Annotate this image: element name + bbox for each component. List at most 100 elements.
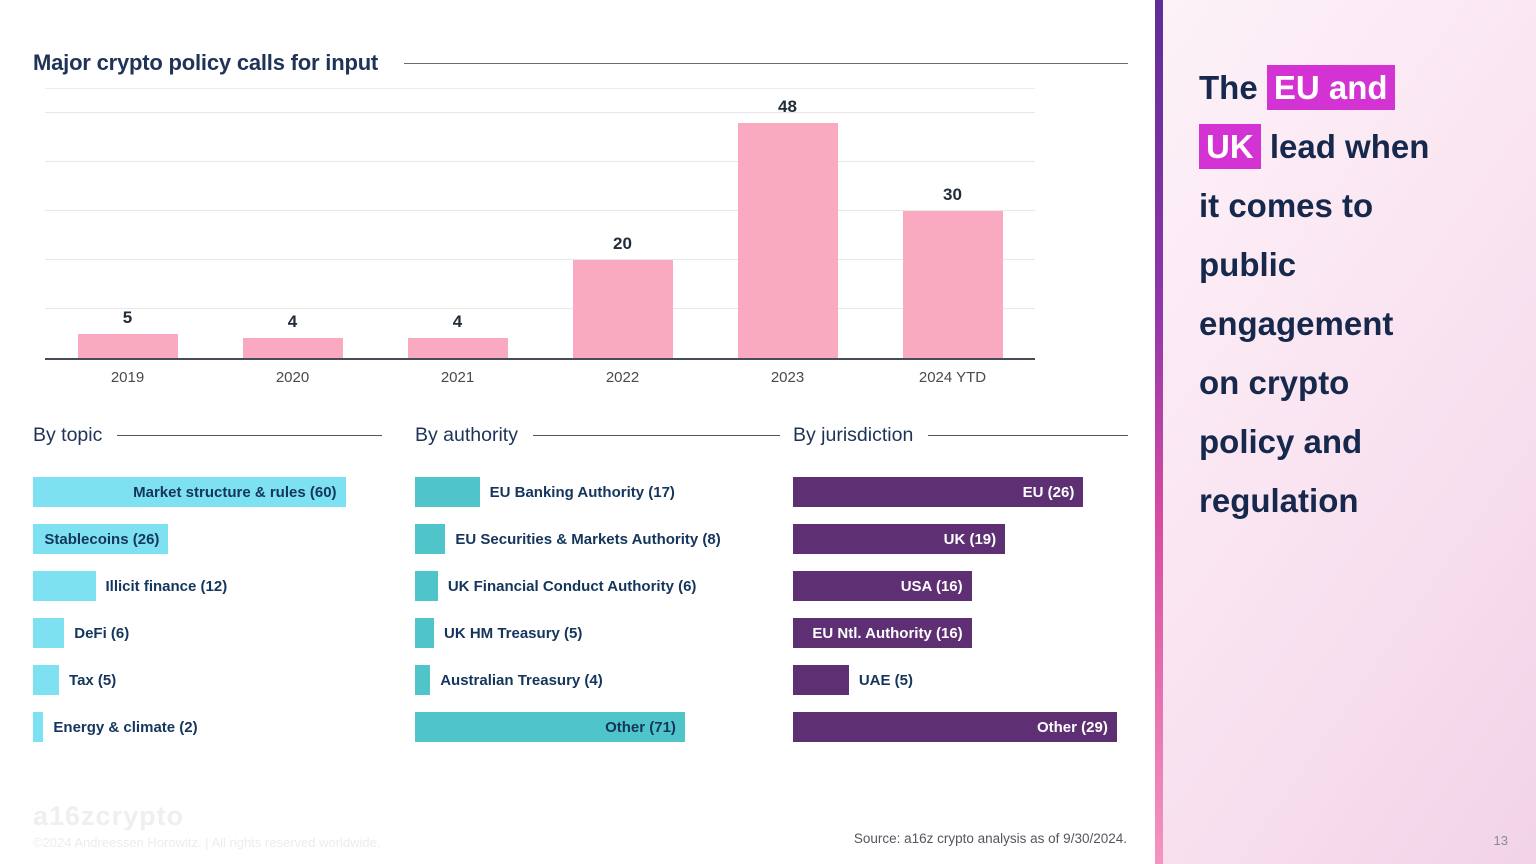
bar-value-label: 5: [122, 307, 133, 327]
bar-label: EU (26): [1022, 483, 1075, 501]
bar-label: UK Financial Conduct Authority (6): [447, 577, 697, 595]
bar-label: DeFi (6): [74, 624, 130, 642]
headline-text: regulation: [1199, 482, 1359, 519]
by-authority-chart: By authority EU Banking Authority (17) EU…: [415, 424, 780, 759]
headline-text: on crypto: [1199, 364, 1350, 401]
bar-label: EU Securities & Markets Authority (8): [455, 530, 721, 548]
by-authority-header: By authority: [415, 424, 780, 447]
bar-chart-category-axis: 2019 2020 2021 2022 2023 2024 YTD: [45, 369, 1035, 386]
bar-label: Market structure & rules (60): [133, 483, 337, 501]
bar-row: EU Banking Authority (17): [415, 477, 780, 507]
bar-label: Tax (5): [69, 671, 117, 689]
category-label: 2021: [440, 369, 475, 386]
bar: [415, 665, 431, 695]
category-label: 2023: [770, 369, 805, 386]
bar: Other (71): [415, 712, 685, 742]
gridline: [45, 112, 1035, 113]
headline-line: engagement: [1199, 294, 1500, 353]
bar-row: DeFi (6): [33, 618, 382, 648]
category-label: 2022: [605, 369, 640, 386]
bar: [33, 665, 60, 695]
bar-value-label: 48: [778, 96, 797, 116]
bar-row: Australian Treasury (4): [415, 665, 780, 695]
by-topic-header: By topic: [33, 424, 382, 447]
bar: [415, 524, 446, 554]
bar: Stablecoins (26): [33, 524, 169, 554]
by-jurisdiction-title: By jurisdiction: [793, 424, 914, 446]
by-jurisdiction-header: By jurisdiction: [793, 424, 1128, 447]
gridline: [45, 308, 1035, 309]
bar-label: Energy & climate (2): [53, 718, 198, 736]
bar: [242, 338, 343, 358]
bar: [407, 338, 508, 358]
page-number: 13: [1493, 833, 1508, 848]
gridline: [45, 259, 1035, 260]
bar-value-label: 30: [943, 185, 962, 204]
bar-slot: 4: [210, 89, 375, 358]
bar-value-label: 4: [452, 312, 463, 332]
header-rule: [532, 435, 780, 436]
bar-value-label: 20: [613, 234, 632, 253]
header-rule: [928, 435, 1128, 436]
watermark: a16zcrypto ©2024 Andreessen Horowitz. | …: [33, 801, 381, 850]
bar: [33, 571, 96, 601]
by-topic-bars: Market structure & rules (60) Stablecoins…: [33, 477, 382, 742]
headline-text: The: [1199, 69, 1267, 106]
bar-row: Other (29): [793, 712, 1128, 742]
headline-text: lead when: [1260, 128, 1430, 165]
bar-slot: 48: [705, 89, 870, 358]
highlighted-text: UK: [1199, 124, 1261, 169]
bar-label: Stablecoins (26): [44, 530, 160, 548]
category-label: 2020: [275, 369, 310, 386]
bar-slot: 20: [540, 89, 705, 358]
headline-text: it comes to: [1199, 187, 1374, 224]
headline-line: public: [1199, 235, 1500, 294]
bar-row: UK (19): [793, 524, 1128, 554]
highlighted-text: EU and: [1266, 65, 1395, 110]
bar-value-label: 4: [287, 312, 298, 332]
bar-row: EU Securities & Markets Authority (8): [415, 524, 780, 554]
bar-row: EU (26): [793, 477, 1128, 507]
bar: [77, 333, 178, 358]
bar-row: Energy & climate (2): [33, 712, 382, 742]
bar-slot: 30: [870, 89, 1035, 358]
policy-calls-bar-chart: 5 4 4 20 48 30 2019 2020 2021 2022 2023 2024 YTD: [45, 88, 1035, 386]
bar: EU Ntl. Authority (16): [793, 618, 972, 648]
headline-line: UK lead when: [1199, 117, 1500, 176]
page-title: Major crypto policy calls for input: [33, 50, 379, 75]
gridline: [45, 210, 1035, 211]
bar: EU (26): [793, 477, 1084, 507]
bar: [793, 665, 849, 695]
bar: UK (19): [793, 524, 1006, 554]
headline-text: engagement: [1199, 305, 1394, 342]
bar-label: Australian Treasury (4): [440, 671, 603, 689]
headline-line: it comes to: [1199, 176, 1500, 235]
bar: [33, 618, 65, 648]
main-content: Major crypto policy calls for input 5 4 4 2…: [33, 50, 1128, 850]
headline-line: policy and: [1199, 412, 1500, 471]
bar-label: Other (71): [605, 718, 676, 736]
bar: [415, 571, 438, 601]
bar-label: USA (16): [900, 577, 963, 595]
bar-label: UAE (5): [858, 671, 913, 689]
sidebar: The EU and UK lead when it comes to public e…: [1163, 0, 1536, 864]
breakdown-charts: By topic Market structure & rules (60) St…: [33, 424, 1128, 759]
bar-row: Other (71): [415, 712, 780, 742]
bar-row: USA (16): [793, 571, 1128, 601]
headline-line: The EU and: [1199, 58, 1500, 117]
bars: 5 4 4 20 48 30: [45, 89, 1035, 358]
bar-label: UK HM Treasury (5): [444, 624, 583, 642]
by-jurisdiction-bars: EU (26) UK (19) USA (16) EU Ntl. Authority …: [793, 477, 1128, 742]
by-jurisdiction-chart: By jurisdiction EU (26) UK (19) USA (16) EU…: [793, 424, 1128, 759]
title-rule: [404, 62, 1128, 64]
bar: [415, 618, 434, 648]
bar-label: EU Ntl. Authority (16): [812, 624, 963, 642]
gridline: [45, 161, 1035, 162]
bar-chart-plot: 5 4 4 20 48 30: [45, 88, 1035, 360]
bar: [902, 211, 1003, 358]
source-note: Source: a16z crypto analysis as of 9/30/…: [853, 831, 1127, 846]
by-authority-bars: EU Banking Authority (17) EU Securities &…: [415, 477, 780, 742]
copyright-text: ©2024 Andreessen Horowitz. | All rights …: [33, 835, 381, 850]
bar-slot: 4: [375, 89, 540, 358]
bar-label: UK (19): [943, 530, 997, 548]
